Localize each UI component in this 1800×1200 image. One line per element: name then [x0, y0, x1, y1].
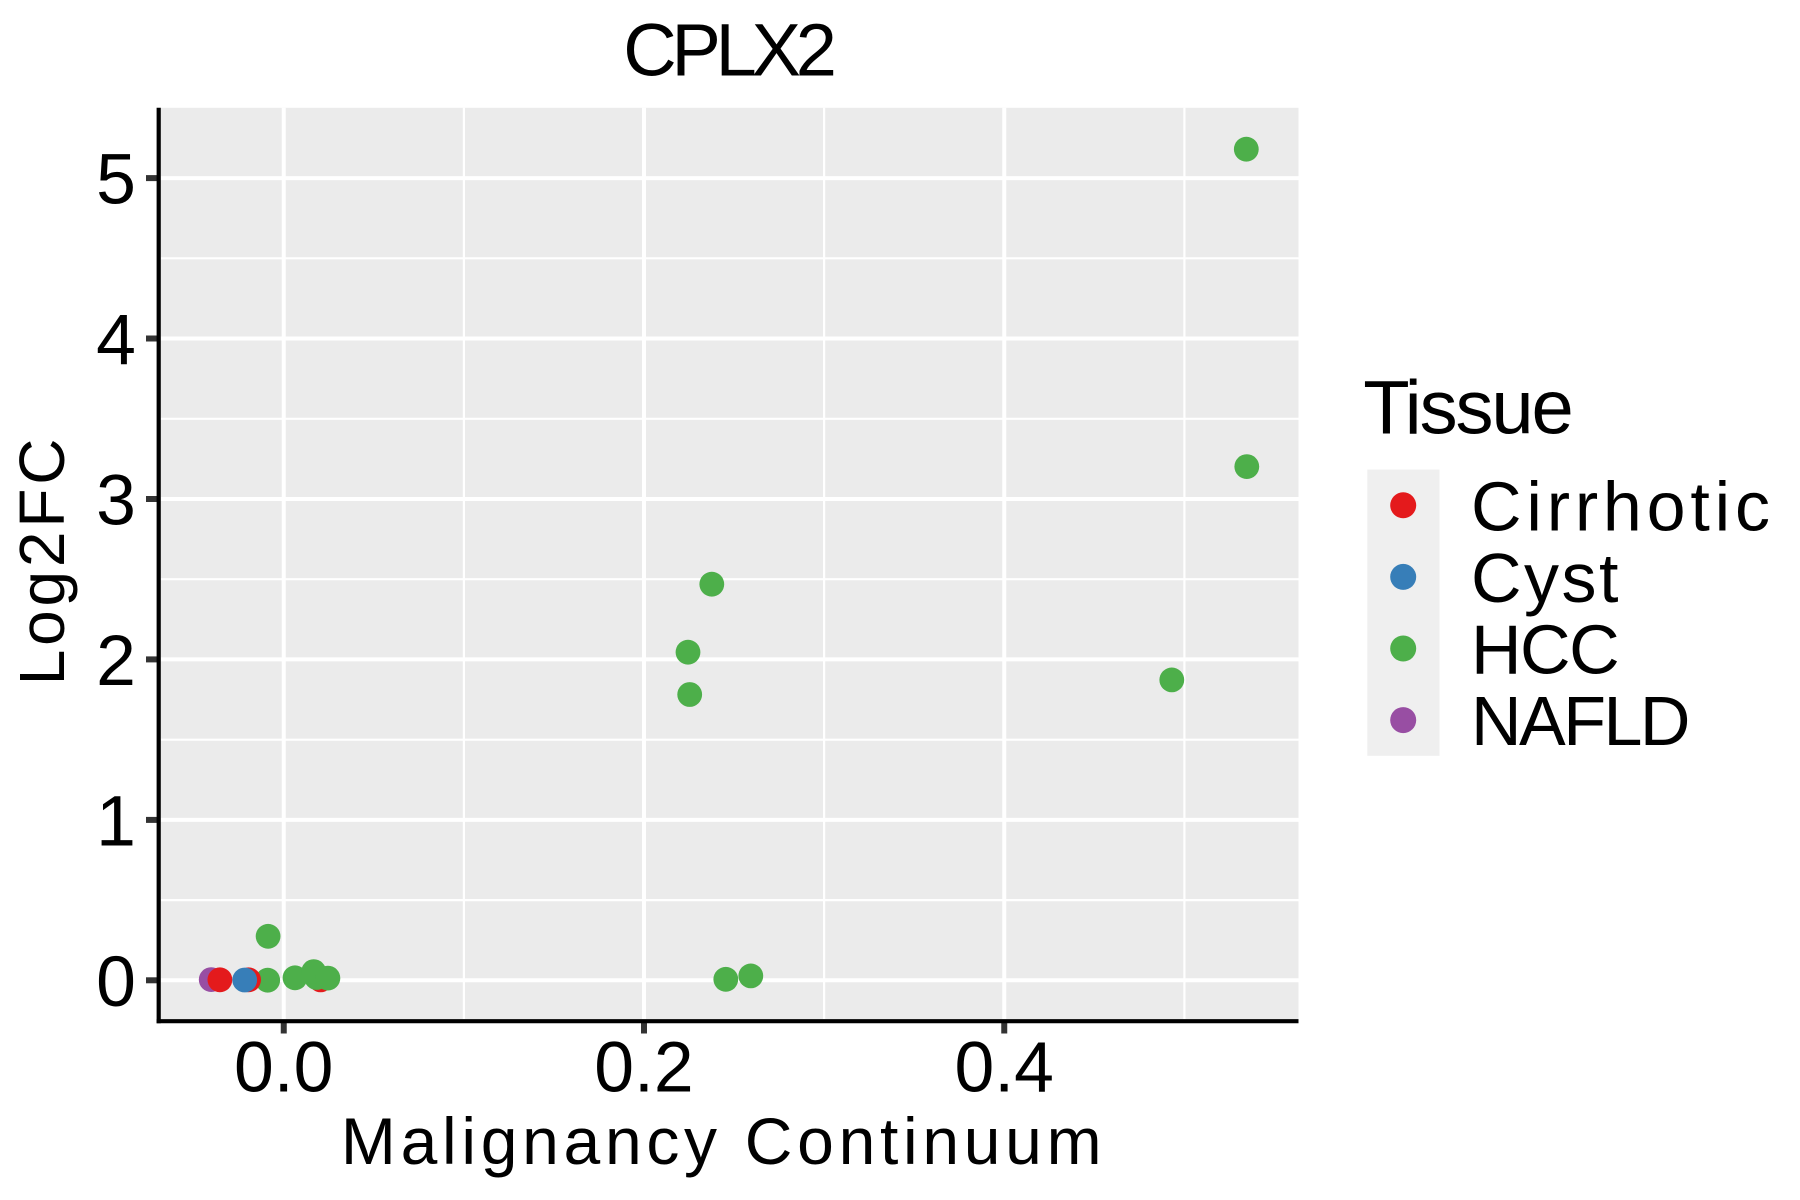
svg-text:CPLX2: CPLX2 [623, 8, 834, 91]
svg-text:HCC: HCC [1471, 611, 1618, 689]
svg-text:0: 0 [96, 942, 136, 1022]
svg-text:Tissue: Tissue [1363, 366, 1571, 451]
svg-text:0.0: 0.0 [234, 1028, 333, 1108]
svg-text:NAFLD: NAFLD [1471, 682, 1688, 760]
svg-text:Log2FC: Log2FC [6, 435, 78, 686]
svg-text:0.4: 0.4 [955, 1028, 1054, 1108]
svg-text:Cirrhotic: Cirrhotic [1471, 467, 1775, 545]
svg-text:4: 4 [96, 300, 136, 380]
svg-text:3: 3 [96, 461, 136, 541]
svg-text:5: 5 [96, 140, 136, 220]
svg-text:1: 1 [96, 781, 136, 861]
svg-text:Cyst: Cyst [1471, 539, 1621, 617]
svg-text:2: 2 [96, 621, 136, 701]
svg-text:Malignancy Continuum: Malignancy Continuum [341, 1104, 1106, 1178]
svg-text:0.2: 0.2 [594, 1028, 693, 1108]
